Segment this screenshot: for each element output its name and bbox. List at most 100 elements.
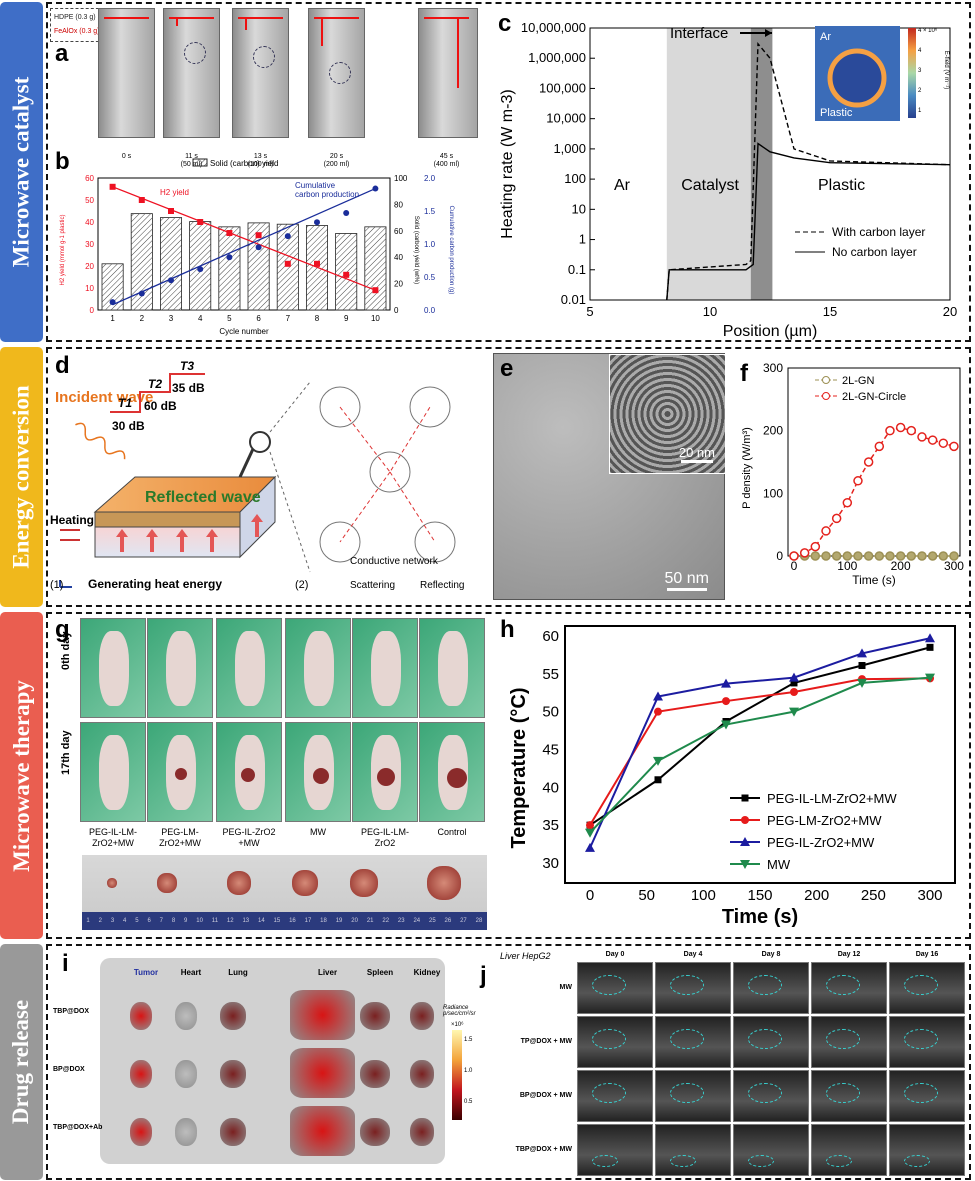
h2-trendline [112,186,376,291]
tumor-outline [748,1029,782,1049]
region-ar: Ar [614,177,631,194]
ruler-tick: 14 [257,918,265,924]
y-tick-label: 45 [542,742,559,759]
legend-hdpe: HDPE (0.3 g) [54,14,96,21]
x-tick-label: 0 [586,887,594,904]
bar-hatch [364,226,386,310]
y-mid-tick: 60 [394,227,403,236]
region-catalyst: Catalyst [681,177,739,194]
time-label-volume: (100 ml) [247,161,274,168]
carbon-point [343,209,350,216]
reflecting-label: Reflecting [420,580,464,591]
y-axis-label: P density (W/m³) [741,427,753,509]
tumor-site [377,768,395,786]
panel-letter-e: e [500,355,514,382]
bar-legend: Solid (carbon) yield [210,159,278,168]
carbon-point [314,219,320,226]
marker-square [790,679,798,687]
series-point [874,441,885,452]
bar-hatch [102,263,124,310]
tumor-outline [826,975,860,995]
colorbar-top: 4 × 10⁶ [918,27,938,34]
marker-circle [654,707,662,716]
tumor-outline [748,975,782,995]
marker-triangle [857,648,867,658]
marker-triangle [653,691,663,701]
tube-photo [163,8,220,138]
tumor-outline [748,1083,782,1103]
mouse-photo [216,618,282,718]
inset-ar: Ar [820,31,831,43]
time-label: 20 s [329,153,344,160]
mouse-body [304,631,334,706]
colorbar-tick: 4 [918,48,922,54]
y-left-tick: 30 [85,240,94,249]
y-tick-label: 100 [763,486,783,500]
x-tick-label: 200 [891,559,911,573]
treatment-label: ZrO2+MW [92,838,134,848]
tumor-outline [592,1083,626,1103]
radiance-tick-2: 1.0 [464,1068,473,1074]
series-point [949,551,959,561]
panel-e-tem-image: 20 nm 50 nm [493,353,726,600]
tumor-outline [670,1083,704,1103]
series-line [589,676,931,834]
x-tick-label: 100 [837,559,857,573]
tube-photo [418,8,478,138]
series-point [831,513,842,524]
mouse-photo [285,618,351,718]
day-label: Day 8 [761,951,781,958]
ultrasound-image [733,1016,809,1068]
mouse-photo [80,618,146,718]
marker-down-triangle [585,828,595,838]
organ-image [220,1118,246,1146]
panel-letter-g: g [55,616,70,643]
series-point [938,438,949,448]
y-tick-label: 10 [572,201,586,216]
marker-square [926,643,934,651]
x-tick-label: 7 [286,314,291,323]
t1-label: T1 [118,396,132,410]
time-label: 13 s [253,153,268,160]
ruler-tick: 28 [475,918,483,924]
marker-down-triangle [789,707,799,717]
note1-icon [59,580,72,588]
day-label: Day 4 [683,951,703,958]
tumor-site [447,768,467,788]
box-microwave-catalyst [46,2,971,342]
heat-arrows [116,514,263,552]
bubble-outline [253,46,275,68]
ruler: 1 2 3 4 5 6 7 8 9 10 11 12 13 14 15 16 17 18 19 20 21 22 23 24 2… [82,912,487,930]
x-tick-label: 10 [703,304,717,319]
ruler-tick: 11 [211,918,219,924]
y-tick-label: 1 [579,232,586,247]
y-left-tick: 50 [85,196,94,205]
bubble-outline [329,62,351,84]
row-label: TBP@DOX [53,1008,89,1015]
mouse-body [371,631,401,706]
mouse-photo [80,722,146,822]
box-energy-conversion [46,347,971,607]
tumor-outline [748,1155,774,1167]
legend-marker [822,392,830,400]
y-tick-label: 55 [542,666,559,683]
y-tick-label: 300 [763,361,783,375]
panel-letter-f: f [740,360,748,387]
note1-text: Generating heat energy [88,577,222,591]
ultrasound-image [655,1124,731,1176]
tumor-sample [227,871,251,895]
tumor-outline [592,1029,626,1049]
magnifier-icon [249,431,271,453]
h2-point [372,287,379,294]
marker-triangle [740,837,750,846]
x-tick-label: 1 [110,314,115,323]
legend-label: PEG-IL-ZrO2+MW [767,835,875,850]
y-left-tick: 60 [85,174,94,183]
time-label: 11 s [185,153,198,160]
marker-triangle [721,678,731,688]
mouse-body [99,631,129,706]
mouse-photo [352,618,418,718]
tumor-outline [670,1029,704,1049]
panel-letter-i: i [62,950,69,977]
x-tick-label: 20 [943,304,957,319]
